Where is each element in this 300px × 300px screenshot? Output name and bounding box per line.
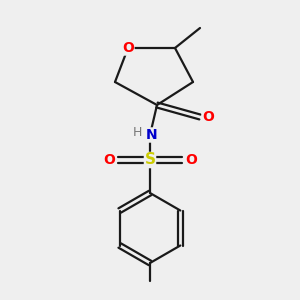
Text: N: N [146,128,158,142]
Text: O: O [185,153,197,167]
Text: O: O [202,110,214,124]
Text: S: S [145,152,155,167]
Text: O: O [103,153,115,167]
Text: O: O [122,41,134,55]
Text: H: H [132,127,142,140]
